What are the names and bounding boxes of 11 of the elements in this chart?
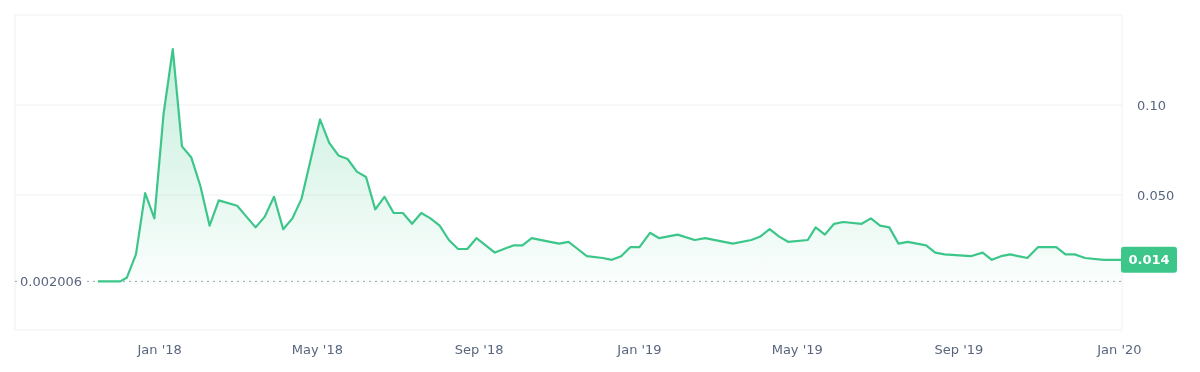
y-tick-label: 0.050 <box>1137 187 1175 203</box>
x-tick-label: May '19 <box>771 342 823 357</box>
x-tick-label: May '18 <box>291 342 343 357</box>
x-tick-label: Jan '20 <box>1096 342 1142 357</box>
ref-line-label: 0.002006 <box>20 273 83 289</box>
x-tick-label: Sep '19 <box>934 342 984 357</box>
x-tick-label: Sep '18 <box>454 342 504 357</box>
x-tick-label: Jan '19 <box>616 342 662 357</box>
y-tick-label: 0.10 <box>1137 97 1166 113</box>
x-tick-label: Jan '18 <box>136 342 182 357</box>
annotation: 0.014 <box>1128 252 1170 268</box>
